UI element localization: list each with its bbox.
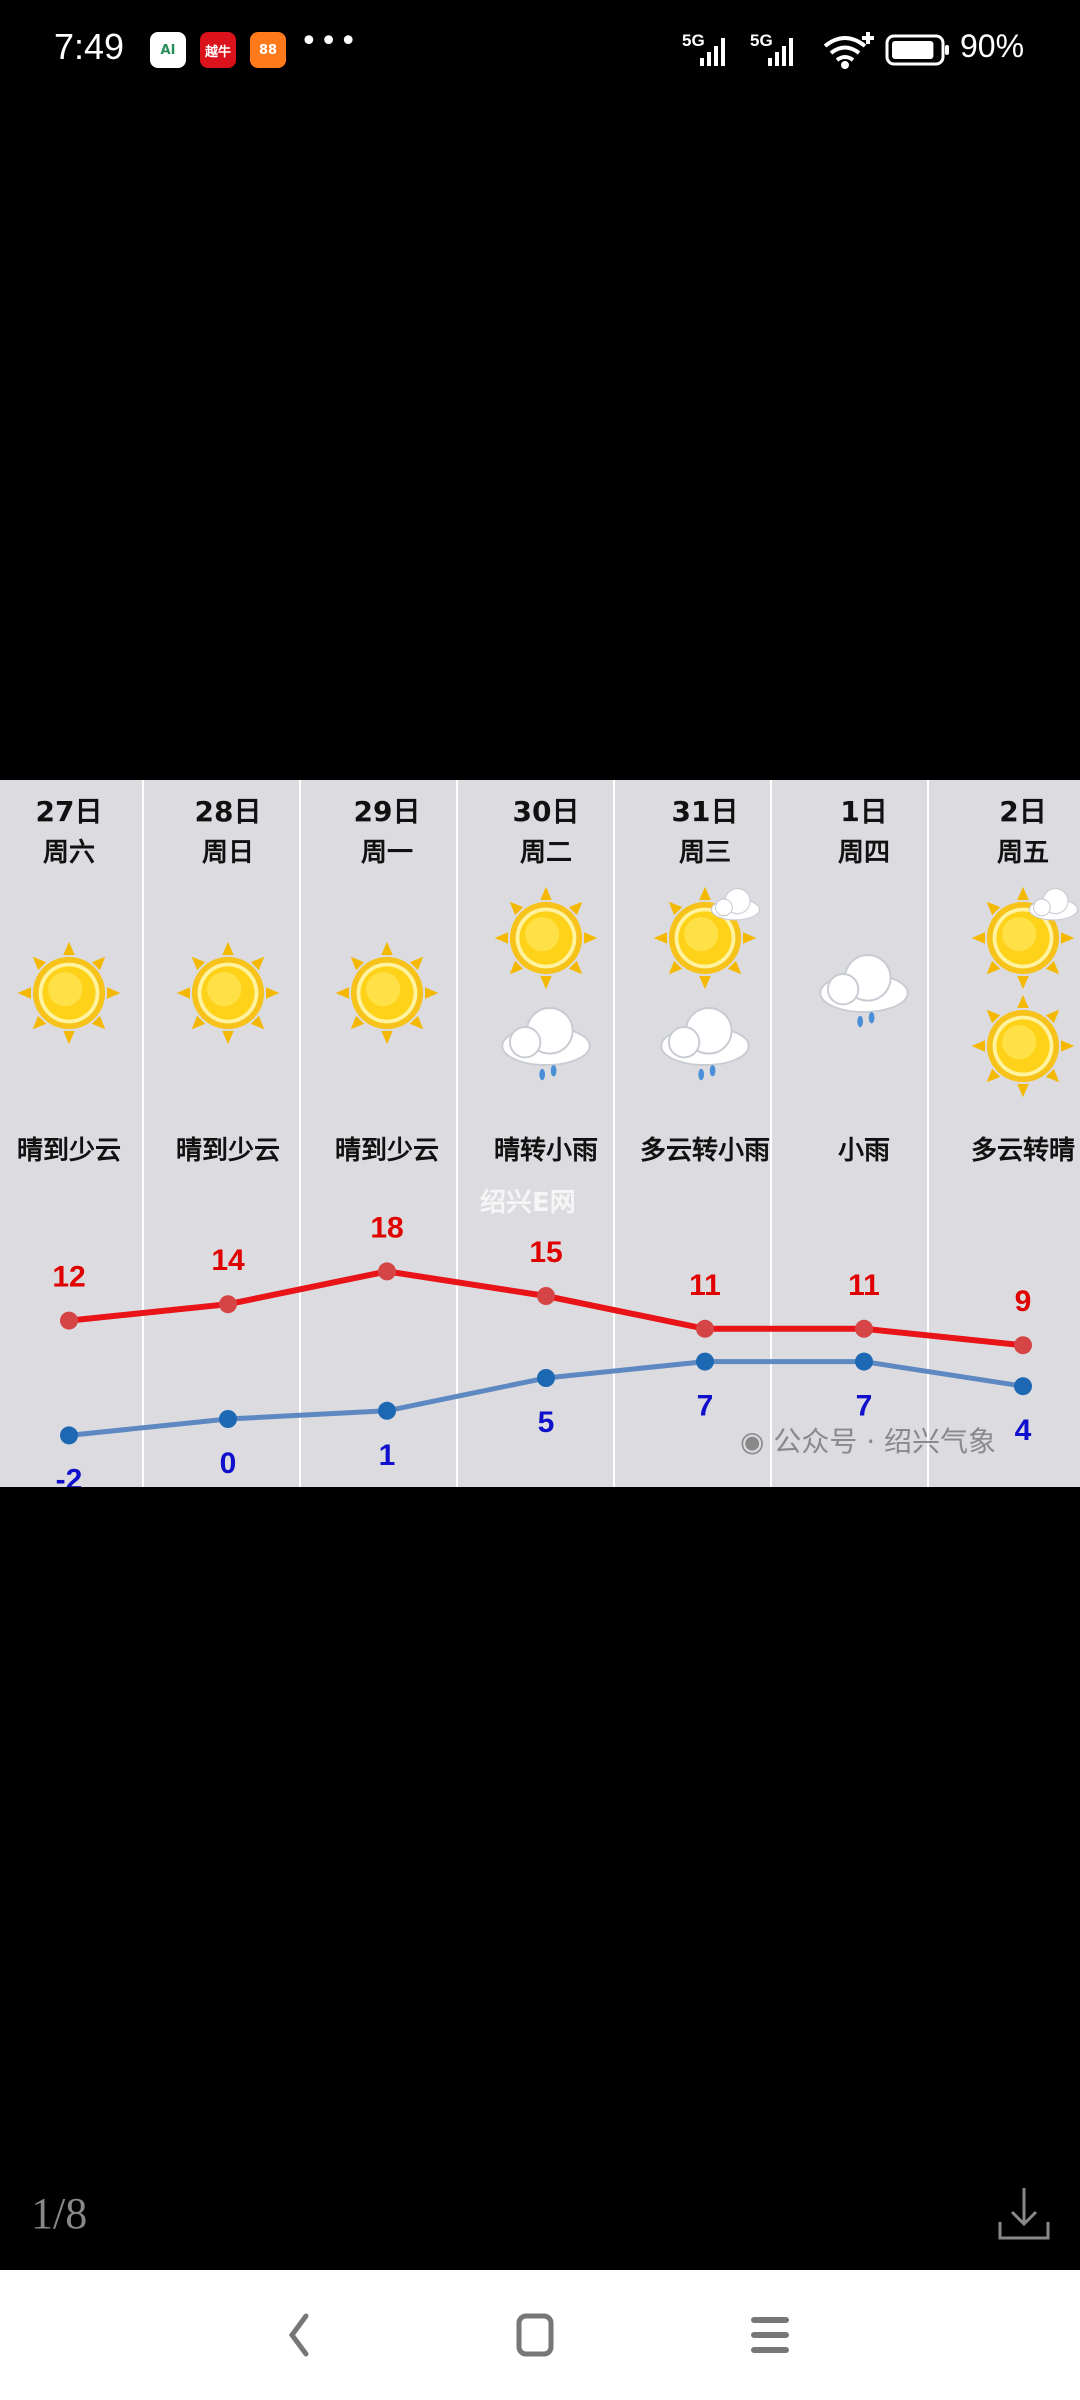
watermark-site: 绍兴E网 xyxy=(480,1188,576,1218)
day-weekday: 周日 xyxy=(201,838,254,868)
high-temp-point xyxy=(378,1262,396,1281)
weather-icons xyxy=(971,886,1078,1098)
video-app-icon: 88 xyxy=(250,32,286,68)
day-desc: 晴到少云 xyxy=(334,1136,439,1166)
low-temp-label: 7 xyxy=(856,1390,873,1423)
battery-icon xyxy=(885,34,949,66)
day-desc: 晴到少云 xyxy=(175,1136,280,1166)
day-weekday: 周三 xyxy=(678,838,731,868)
sun-cloud-icon xyxy=(653,886,760,990)
network-type-1: 5G xyxy=(682,31,705,50)
high-temp-label: 12 xyxy=(52,1261,85,1294)
low-temp-point xyxy=(378,1401,396,1420)
day-date: 28日 xyxy=(194,795,262,828)
watermark-account: ◉ 公众号 · 绍兴气象 xyxy=(740,1425,997,1458)
weather-icons xyxy=(17,941,121,1045)
network-type-2: 5G xyxy=(750,31,773,50)
high-temp-point xyxy=(1014,1336,1032,1355)
sun-icon xyxy=(176,941,280,1045)
low-temp-point xyxy=(537,1369,555,1387)
back-icon[interactable] xyxy=(280,2310,320,2360)
low-temp-point xyxy=(696,1352,714,1371)
day-weekday: 周五 xyxy=(996,838,1049,868)
high-temp-point xyxy=(696,1319,714,1338)
cloud-rain-icon xyxy=(819,954,909,1028)
high-temp-point xyxy=(60,1311,78,1330)
day-desc: 晴转小雨 xyxy=(493,1136,598,1166)
high-temp-line xyxy=(68,1268,1024,1349)
day-date: 30日 xyxy=(512,795,580,828)
low-temp-label: 7 xyxy=(697,1390,714,1423)
clock: 7:49 xyxy=(54,26,125,67)
day-weekday: 周六 xyxy=(42,838,95,868)
sun-icon xyxy=(971,994,1075,1098)
low-temp-label: 0 xyxy=(220,1447,237,1480)
day-desc: 晴到少云 xyxy=(16,1136,121,1166)
low-temp-label: -2 xyxy=(56,1463,83,1487)
high-temp-label: 9 xyxy=(1015,1285,1032,1318)
low-temp-label: 5 xyxy=(538,1406,555,1439)
day-desc: 小雨 xyxy=(837,1136,890,1166)
wifi-icon xyxy=(823,32,874,69)
weather-icons xyxy=(653,886,760,1081)
day-date: 1日 xyxy=(840,795,888,828)
sun-cloud-icon xyxy=(971,886,1078,990)
forecast-day-5 xyxy=(772,780,929,1487)
high-temp-label: 18 xyxy=(370,1211,403,1244)
day-weekday: 周一 xyxy=(360,838,413,868)
sun-icon xyxy=(17,941,121,1045)
weather-icons xyxy=(176,941,280,1045)
menu-icon[interactable] xyxy=(748,2310,792,2360)
forecast-day-2 xyxy=(301,780,458,1487)
day-weekday: 周四 xyxy=(837,838,890,868)
news-app-icon: 越牛 xyxy=(200,32,236,68)
day-desc: 多云转小雨 xyxy=(639,1136,770,1166)
low-temp-label: 4 xyxy=(1015,1414,1032,1447)
battery-percent: 90% xyxy=(960,28,1025,64)
wechat-icon: ◉ xyxy=(740,1425,774,1458)
high-temp-point xyxy=(219,1295,237,1314)
forecast-day-3 xyxy=(458,780,615,1487)
download-icon[interactable] xyxy=(996,2184,1052,2244)
weather-forecast-image[interactable]: 27日周六晴到少云 28日周日晴到少云 29日周一晴到少云 30日周二晴转小雨 31日周… xyxy=(0,780,1080,1487)
sun-icon xyxy=(494,886,598,990)
high-temp-point xyxy=(537,1287,555,1305)
high-temp-label: 11 xyxy=(848,1269,880,1302)
cloud-rain-icon xyxy=(660,1007,750,1081)
forecast-day-4 xyxy=(615,780,772,1487)
weather-icons xyxy=(494,886,598,1081)
weather-icons xyxy=(335,941,439,1045)
signal-icon-2 xyxy=(768,38,793,66)
day-date: 29日 xyxy=(353,795,421,828)
low-temp-point xyxy=(60,1426,78,1445)
high-temp-label: 11 xyxy=(689,1269,721,1302)
weather-icons xyxy=(819,954,909,1028)
low-temp-point xyxy=(855,1352,873,1371)
more-notifications-icon: ••• xyxy=(300,24,360,59)
forecast-day-1 xyxy=(144,780,301,1487)
day-weekday: 周二 xyxy=(519,838,572,868)
low-temp-label: 1 xyxy=(379,1439,396,1472)
page-counter: 1/8 xyxy=(31,2189,88,2238)
high-temp-label: 14 xyxy=(211,1244,245,1277)
low-temp-point xyxy=(219,1410,237,1428)
high-temp-label: 15 xyxy=(529,1236,562,1269)
cloud-rain-icon xyxy=(501,1007,591,1081)
day-desc: 多云转晴 xyxy=(970,1136,1075,1166)
home-icon[interactable] xyxy=(514,2310,556,2360)
sun-icon xyxy=(335,941,439,1045)
day-date: 31日 xyxy=(671,795,739,828)
day-date: 27日 xyxy=(35,795,103,828)
high-temp-point xyxy=(855,1319,873,1338)
low-temp-point xyxy=(1014,1377,1032,1396)
status-bar: 7:49 AI 越牛 88 ••• 5G 5G 90% xyxy=(0,0,1080,100)
ai-home-app-icon: AI xyxy=(150,32,186,68)
day-date: 2日 xyxy=(999,795,1047,828)
signal-icon-1 xyxy=(700,38,725,66)
navigation-bar xyxy=(0,2270,1080,2400)
forecast-day-0 xyxy=(0,780,144,1487)
signal-wifi-icons: 5G 5G xyxy=(682,31,949,69)
